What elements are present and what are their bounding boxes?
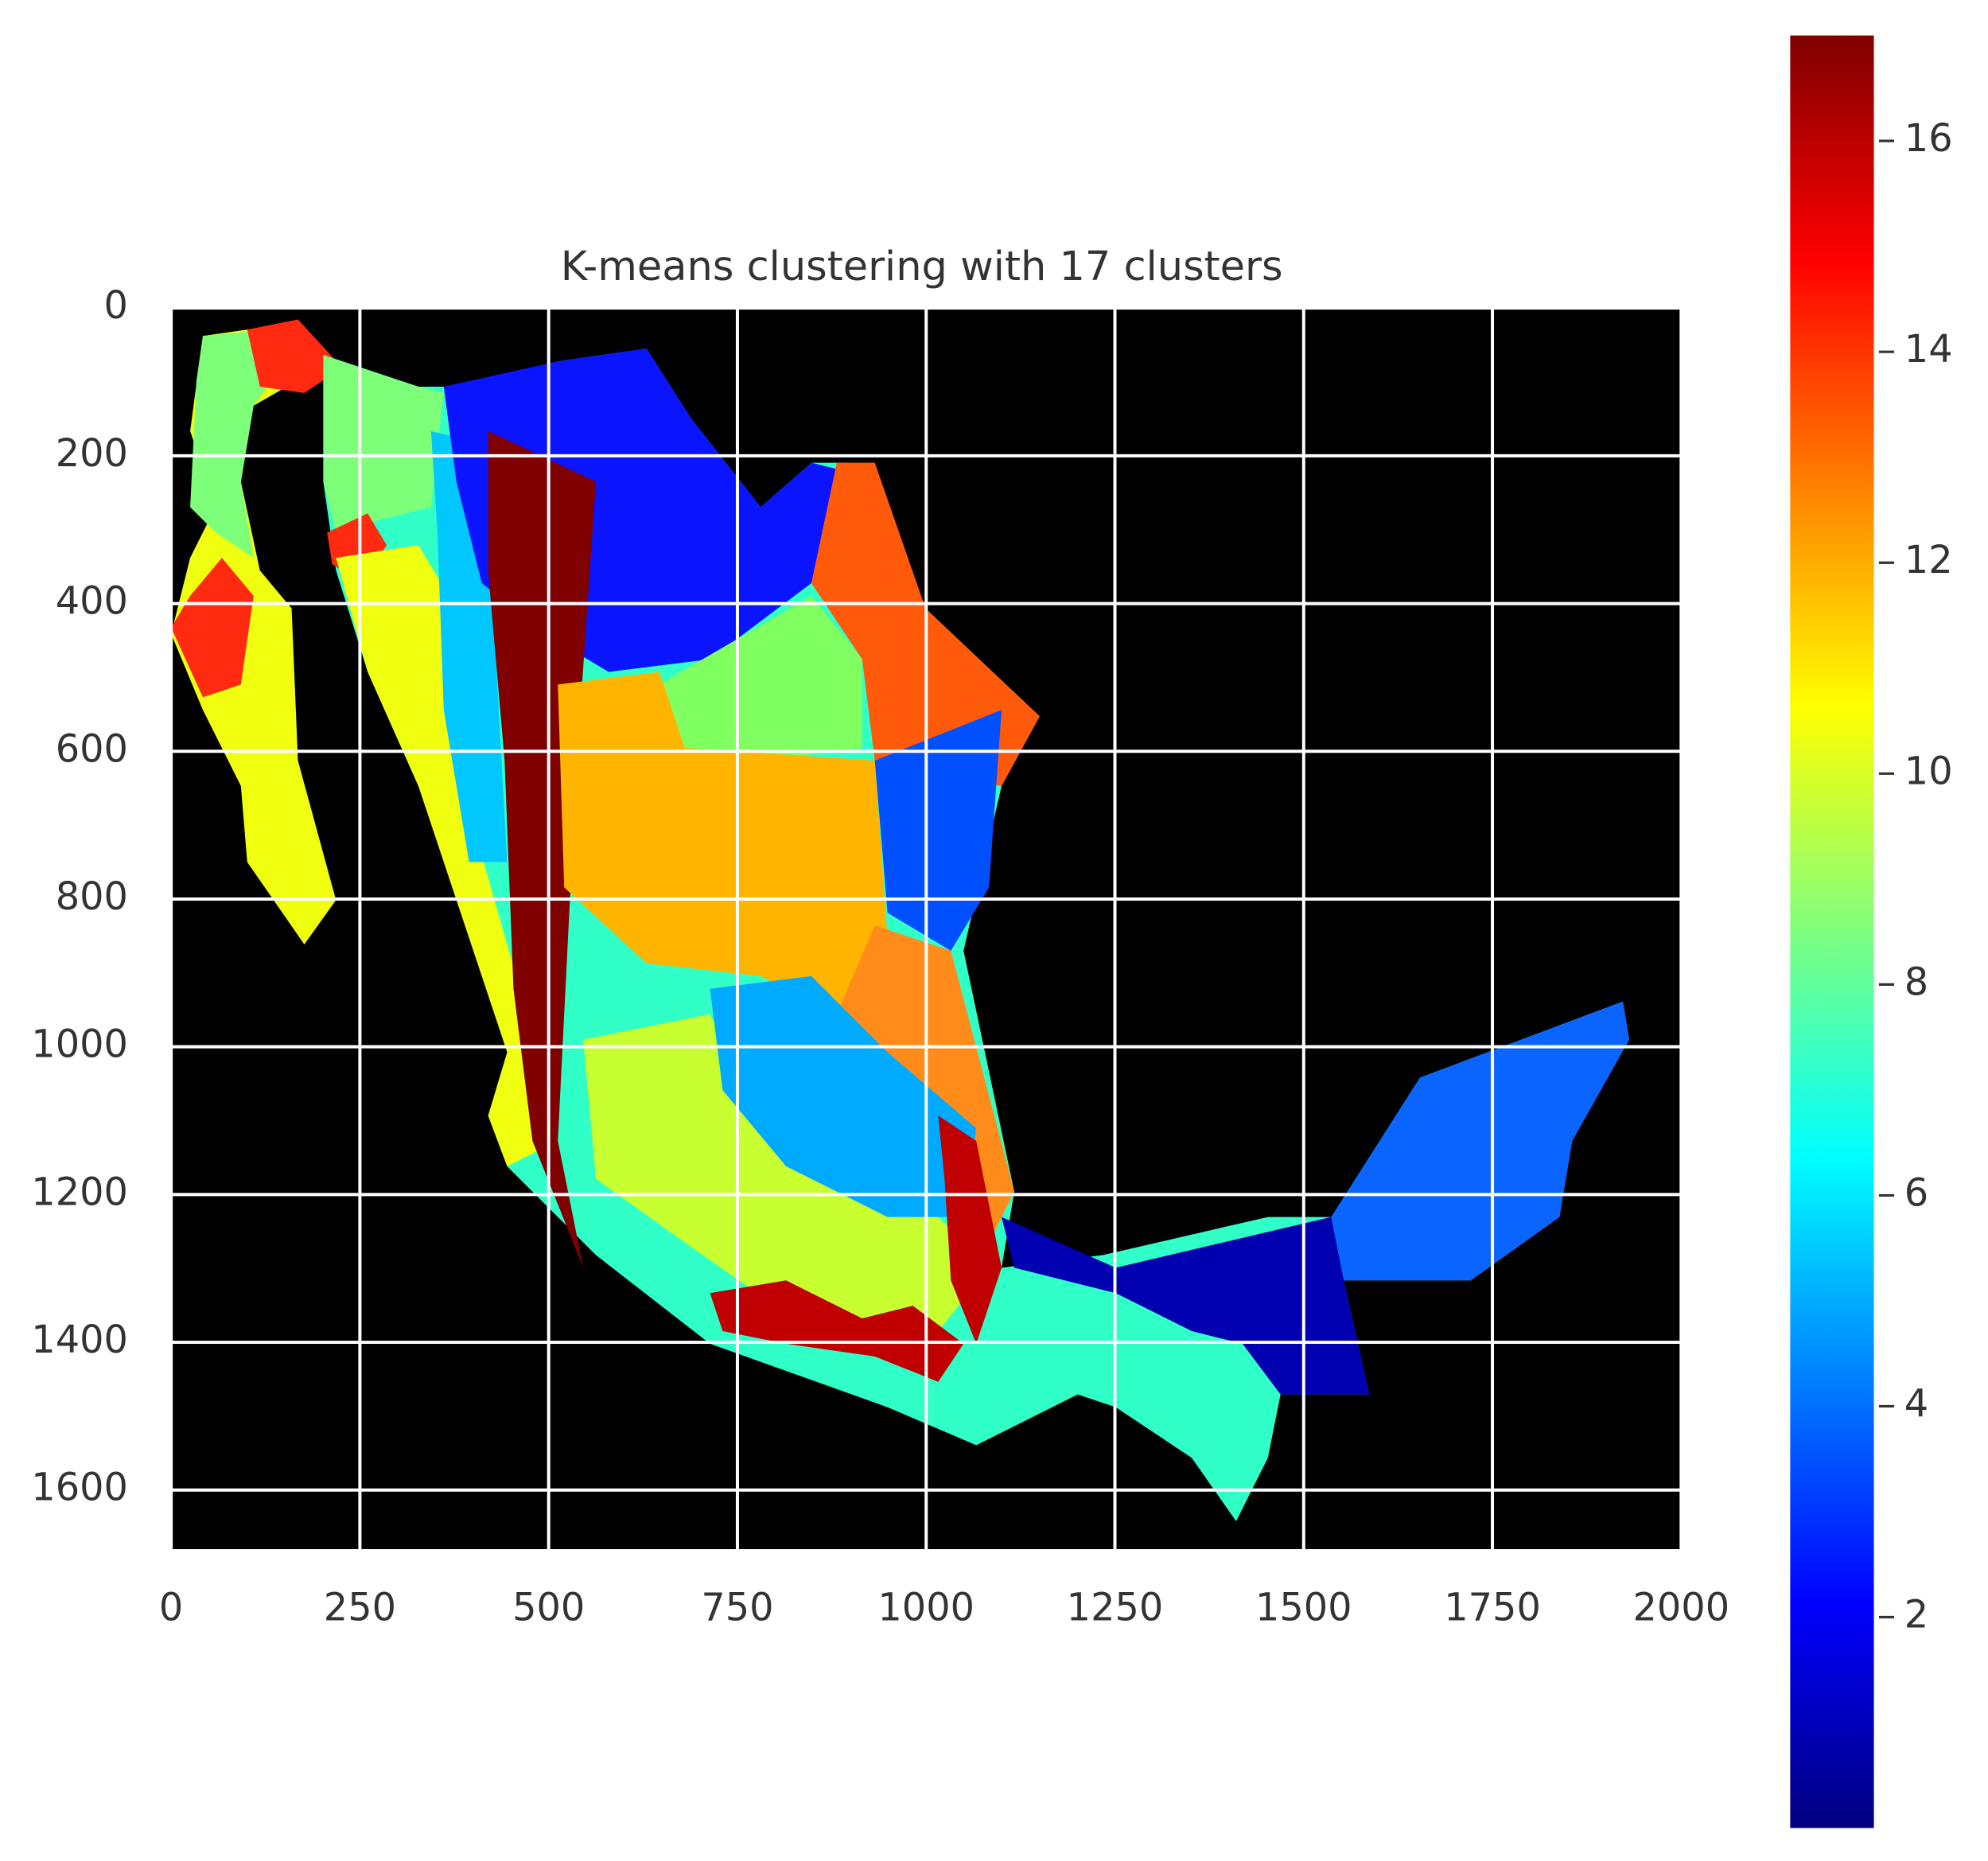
map-region (558, 672, 888, 1014)
x-tick-label: 750 (701, 1587, 773, 1630)
colorbar-tick-label: 6 (1904, 1171, 1928, 1215)
y-tick-label: 400 (56, 580, 128, 624)
x-tick-label: 250 (324, 1587, 396, 1630)
colorbar-tick-label: 16 (1904, 117, 1953, 161)
map-region (323, 355, 444, 533)
axes (169, 306, 1683, 1550)
colorbar-tick-label: 10 (1904, 749, 1953, 793)
map-region (336, 545, 558, 1166)
x-tick-label: 2000 (1632, 1587, 1729, 1630)
map-region (247, 319, 343, 393)
y-tick-label: 600 (56, 727, 128, 771)
y-tick-label: 200 (56, 432, 128, 476)
colorbar-tick-label: 14 (1904, 328, 1953, 372)
x-tick-label: 1000 (877, 1587, 975, 1630)
map-region (1331, 1001, 1629, 1281)
map-region (583, 1014, 990, 1331)
colorbar-tick-label: 8 (1904, 960, 1928, 1004)
x-tick-label: 1250 (1067, 1587, 1164, 1630)
map-region (430, 430, 508, 862)
y-tick-label: 800 (56, 875, 128, 919)
map-region (488, 430, 597, 1268)
colorbar-tick-label: 12 (1904, 539, 1953, 582)
map-region (659, 595, 862, 761)
x-tick-label: 1500 (1255, 1587, 1352, 1630)
x-tick-label: 0 (159, 1587, 183, 1630)
map-region (938, 1115, 1002, 1344)
map-region (710, 975, 977, 1217)
colorbar-tick-label: 4 (1904, 1382, 1928, 1426)
map-region (1002, 1217, 1370, 1395)
chart-title: K-means clustering with 17 clusters (561, 243, 1283, 290)
y-tick-label: 1400 (31, 1318, 128, 1362)
map-region (710, 1280, 964, 1382)
x-tick-label: 1750 (1444, 1587, 1541, 1630)
colorbar-tick-label: 2 (1904, 1594, 1928, 1637)
y-tick-label: 0 (104, 284, 128, 328)
map-region (171, 558, 254, 698)
map-region (874, 710, 1002, 951)
y-tick-label: 1600 (31, 1466, 128, 1510)
colorbar (1790, 35, 1874, 1828)
x-tick-label: 500 (512, 1587, 585, 1630)
y-tick-label: 1200 (31, 1170, 128, 1214)
y-tick-label: 1000 (31, 1023, 128, 1067)
